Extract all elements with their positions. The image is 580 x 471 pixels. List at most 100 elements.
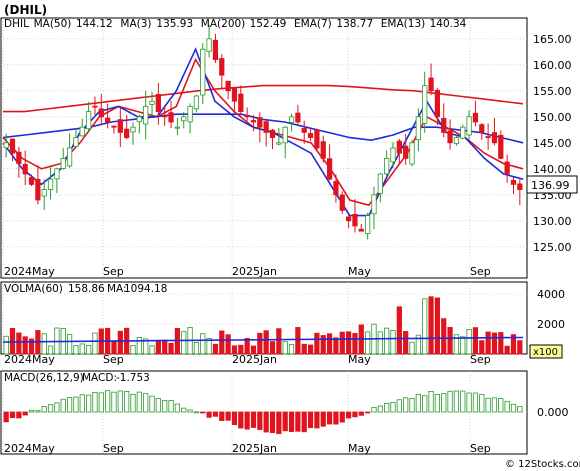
- volume-bar: [428, 296, 434, 355]
- volume-bar: [16, 332, 22, 355]
- candle-body: [352, 213, 358, 227]
- volume-bar: [415, 334, 421, 355]
- volume-x-axis: 2024May Sep 2025Jan May Sep: [4, 353, 491, 366]
- macd-bar: [85, 394, 92, 413]
- volume-bar: [181, 331, 187, 355]
- macd-bar: [510, 403, 517, 413]
- macd-bar: [219, 411, 225, 421]
- price-tick-label: 155.00: [533, 85, 572, 98]
- macd-bar: [22, 411, 28, 416]
- legend-label: MA(200): [201, 18, 245, 30]
- candle-body: [162, 115, 168, 118]
- candle-body: [517, 183, 523, 191]
- macd-bar: [54, 402, 60, 413]
- volume-tick-label: 2000: [537, 318, 565, 331]
- candle-body: [314, 129, 320, 149]
- last-price-label: 136.99: [531, 179, 570, 192]
- candle-body: [441, 117, 447, 133]
- macd-bar: [422, 395, 428, 413]
- macd-x-label: 2024May: [4, 442, 55, 455]
- price-tick-label: 130.00: [533, 215, 572, 228]
- price-tick-label: 160.00: [533, 59, 572, 72]
- macd-x-label: 2025Jan: [232, 442, 277, 455]
- legend-label: EMA(13): [381, 18, 425, 30]
- volume-ma-value: 1094.18: [124, 283, 167, 295]
- volume-bar: [47, 345, 54, 355]
- macd-bar: [320, 411, 326, 427]
- macd-bar: [60, 398, 66, 413]
- macd-bar: [47, 404, 54, 413]
- candle-body: [206, 38, 212, 52]
- macd-bar: [365, 411, 371, 414]
- macd-bars: [3, 390, 523, 435]
- candle-body: [276, 142, 282, 145]
- volume-bar: [238, 344, 244, 355]
- price-x-axis: 2024May Sep 2025Jan May Sep: [4, 265, 491, 278]
- volume-bar: [231, 345, 238, 355]
- macd-bar: [35, 410, 41, 413]
- candle-body: [35, 178, 41, 201]
- macd-x-label: Sep: [470, 442, 491, 455]
- volume-bar: [447, 327, 453, 355]
- candle-body: [105, 117, 111, 123]
- volume-bar: [510, 334, 517, 355]
- macd-bar: [212, 411, 219, 417]
- legend: DHIL MA(50) 144.12 MA(3) 135.93 MA(200) 152.49…: [4, 18, 467, 30]
- candle-body: [124, 128, 130, 138]
- candle-body: [155, 94, 161, 113]
- candle-body: [504, 161, 510, 175]
- macd-bar: [105, 390, 111, 413]
- price-x-label: Sep: [103, 265, 124, 278]
- candle-body: [447, 130, 453, 144]
- volume-bar: [295, 327, 301, 355]
- legend-value: 140.34: [430, 18, 467, 30]
- candle-body: [428, 77, 434, 92]
- macd-bar: [257, 411, 263, 430]
- macd-bar: [73, 396, 79, 413]
- candle-body: [333, 181, 339, 196]
- volume-x-label: 2024May: [4, 353, 55, 366]
- volume-bar: [472, 327, 479, 355]
- candle-body: [345, 216, 352, 222]
- volume-x-label: Sep: [470, 353, 491, 366]
- volume-bar: [441, 318, 447, 355]
- price-axis: 125.00130.00135.00140.00145.00150.00155.…: [533, 33, 572, 254]
- macd-bar: [162, 399, 168, 413]
- candle-body: [510, 180, 517, 185]
- price-tick-label: 140.00: [533, 163, 572, 176]
- macd-bar: [460, 390, 466, 413]
- candle-body: [377, 173, 383, 194]
- macd-bar: [92, 391, 98, 413]
- macd-bar: [345, 411, 352, 419]
- price-tick-label: 165.00: [533, 33, 572, 46]
- candle-body: [200, 48, 206, 96]
- candle-body: [238, 93, 244, 112]
- macd-bar: [504, 400, 510, 413]
- legend-value: 138.77: [336, 18, 373, 30]
- candle-body: [16, 151, 22, 164]
- candle-body: [460, 126, 466, 139]
- candle-body: [47, 178, 54, 190]
- candle-body: [422, 85, 428, 124]
- macd-bar: [111, 391, 117, 413]
- price-candles: [3, 24, 523, 240]
- legend-label: EMA(7): [294, 18, 332, 30]
- volume-bar: [143, 338, 149, 355]
- candle-body: [301, 128, 307, 133]
- volume-bar: [491, 332, 498, 355]
- macd-bar: [390, 401, 396, 413]
- volume-label: VOLMA(60): [4, 283, 63, 295]
- volume-bar: [326, 333, 333, 355]
- candle-body: [250, 120, 257, 123]
- volume-bar: [92, 332, 98, 355]
- volume-bar: [250, 345, 257, 355]
- macd-bar: [326, 411, 333, 425]
- macd-bar: [225, 411, 231, 421]
- candle-body: [231, 88, 238, 102]
- macd-bar: [181, 407, 187, 413]
- macd-bar: [98, 392, 104, 413]
- legend-value: 144.12: [76, 18, 113, 30]
- candle-body: [365, 215, 371, 235]
- price-x-label: May: [348, 265, 371, 278]
